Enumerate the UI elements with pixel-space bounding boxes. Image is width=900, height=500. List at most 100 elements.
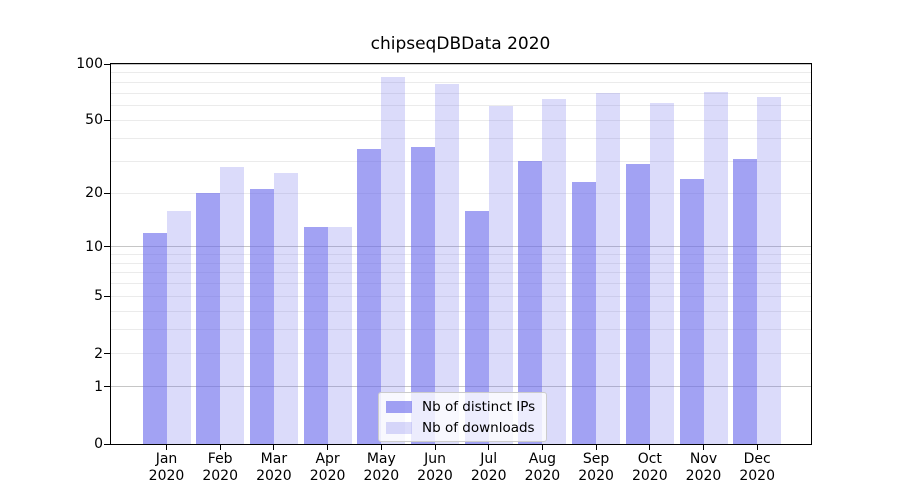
minor-gridline	[111, 72, 811, 74]
x-tick-month: Oct	[637, 451, 662, 467]
x-tick-mark	[703, 445, 704, 450]
x-tick-month: Sep	[582, 451, 610, 467]
x-tick-label: Nov 2020	[674, 451, 734, 485]
bar-nov-downloads	[703, 91, 728, 444]
x-tick-mark	[434, 445, 436, 450]
chart-title: chipseqDBData 2020	[370, 34, 551, 54]
bar-jun-downloads	[435, 84, 459, 444]
bar-dec-distinct-ips	[733, 158, 758, 444]
minor-gridline	[111, 137, 811, 139]
y-tick-label: 5	[94, 288, 103, 305]
y-tick-label: 20	[85, 185, 103, 202]
bar-sep-distinct-ips	[572, 182, 597, 444]
y-tick-mark	[104, 443, 110, 445]
x-tick-label: Jan 2020	[137, 451, 197, 485]
minor-gridline	[111, 353, 811, 355]
x-tick-year: 2020	[363, 468, 400, 484]
bar-may-distinct-ips	[357, 148, 382, 444]
x-tick-month: Nov	[689, 451, 718, 467]
x-tick-month: Jul	[480, 451, 498, 467]
bar-nov-distinct-ips	[679, 178, 704, 444]
x-tick-label: Apr 2020	[298, 451, 358, 485]
y-tick-mark	[104, 246, 110, 248]
legend-item-downloads: Nb of downloads	[386, 419, 535, 436]
legend-label-distinct-ips: Nb of distinct IPs	[422, 398, 536, 415]
x-tick-label: May 2020	[351, 451, 411, 485]
major-gridline	[111, 246, 811, 248]
minor-gridline	[111, 310, 811, 312]
x-tick-month: Jan	[155, 451, 178, 467]
bar-mar-distinct-ips	[249, 189, 274, 444]
y-tick-mark	[104, 295, 110, 297]
bar-mar-downloads	[273, 172, 298, 444]
y-tick-label: 1	[94, 378, 103, 395]
y-tick-mark	[104, 192, 110, 194]
legend: Nb of distinct IPs Nb of downloads	[378, 392, 548, 442]
bar-apr-downloads	[327, 226, 352, 444]
bar-may-downloads	[381, 77, 406, 444]
x-tick-mark	[649, 445, 651, 450]
x-tick-label: Mar 2020	[244, 451, 304, 485]
x-tick-label: Oct 2020	[620, 451, 680, 485]
minor-gridline	[111, 92, 811, 94]
x-tick-year: 2020	[202, 468, 238, 484]
legend-item-distinct-ips: Nb of distinct IPs	[386, 398, 535, 415]
bar-jan-downloads	[166, 210, 191, 444]
x-tick-year: 2020	[524, 468, 561, 484]
x-tick-mark	[327, 445, 329, 450]
minor-gridline	[111, 272, 811, 274]
x-tick-year: 2020	[685, 468, 722, 484]
x-tick-label: Jul 2020	[459, 451, 519, 485]
minor-gridline	[111, 105, 811, 107]
x-tick-mark	[541, 445, 543, 450]
x-tick-month: Mar	[260, 451, 288, 467]
x-tick-year: 2020	[631, 468, 668, 484]
major-gridline	[111, 63, 811, 65]
x-tick-mark	[380, 445, 382, 450]
x-tick-label: Jun 2020	[405, 451, 465, 485]
y-tick-label: 10	[85, 238, 103, 255]
legend-swatch-distinct-ips	[386, 400, 412, 413]
x-tick-mark	[756, 445, 758, 450]
x-tick-mark	[595, 445, 597, 450]
x-tick-month: Dec	[743, 451, 771, 467]
x-tick-year: 2020	[309, 468, 346, 484]
x-tick-month: Apr	[315, 451, 340, 467]
minor-gridline	[111, 192, 811, 194]
x-tick-year: 2020	[148, 468, 185, 484]
bar-apr-distinct-ips	[303, 226, 328, 444]
minor-gridline	[111, 283, 811, 285]
x-tick-label: Feb 2020	[190, 451, 250, 485]
y-tick-mark	[104, 119, 110, 121]
bar-jan-distinct-ips	[142, 232, 167, 444]
x-tick-year: 2020	[417, 468, 453, 484]
y-tick-label: 50	[85, 112, 103, 129]
y-tick-label: 2	[94, 345, 103, 362]
minor-gridline	[111, 295, 811, 297]
x-tick-mark	[166, 445, 167, 450]
bar-aug-downloads	[542, 99, 567, 444]
bar-jul-downloads	[488, 105, 513, 444]
x-tick-year: 2020	[578, 468, 614, 484]
x-tick-month: Feb	[207, 451, 233, 467]
bar-feb-distinct-ips	[196, 193, 221, 444]
x-tick-month: Jun	[424, 451, 446, 467]
minor-gridline	[111, 119, 811, 121]
x-tick-mark	[219, 445, 221, 450]
bar-sep-downloads	[596, 93, 621, 444]
legend-swatch-downloads	[386, 421, 412, 434]
bar-oct-distinct-ips	[625, 163, 650, 444]
x-tick-year: 2020	[470, 468, 507, 484]
legend-label-downloads: Nb of downloads	[422, 419, 535, 436]
bar-feb-downloads	[220, 166, 245, 444]
bar-oct-downloads	[649, 102, 674, 444]
minor-gridline	[111, 253, 811, 255]
y-tick-mark	[104, 63, 110, 65]
y-tick-label: 0	[94, 436, 103, 452]
x-tick-mark	[273, 445, 275, 450]
minor-gridline	[111, 262, 811, 264]
y-tick-label: 100	[76, 56, 103, 72]
y-tick-mark	[104, 386, 110, 388]
x-tick-month: May	[366, 451, 396, 467]
